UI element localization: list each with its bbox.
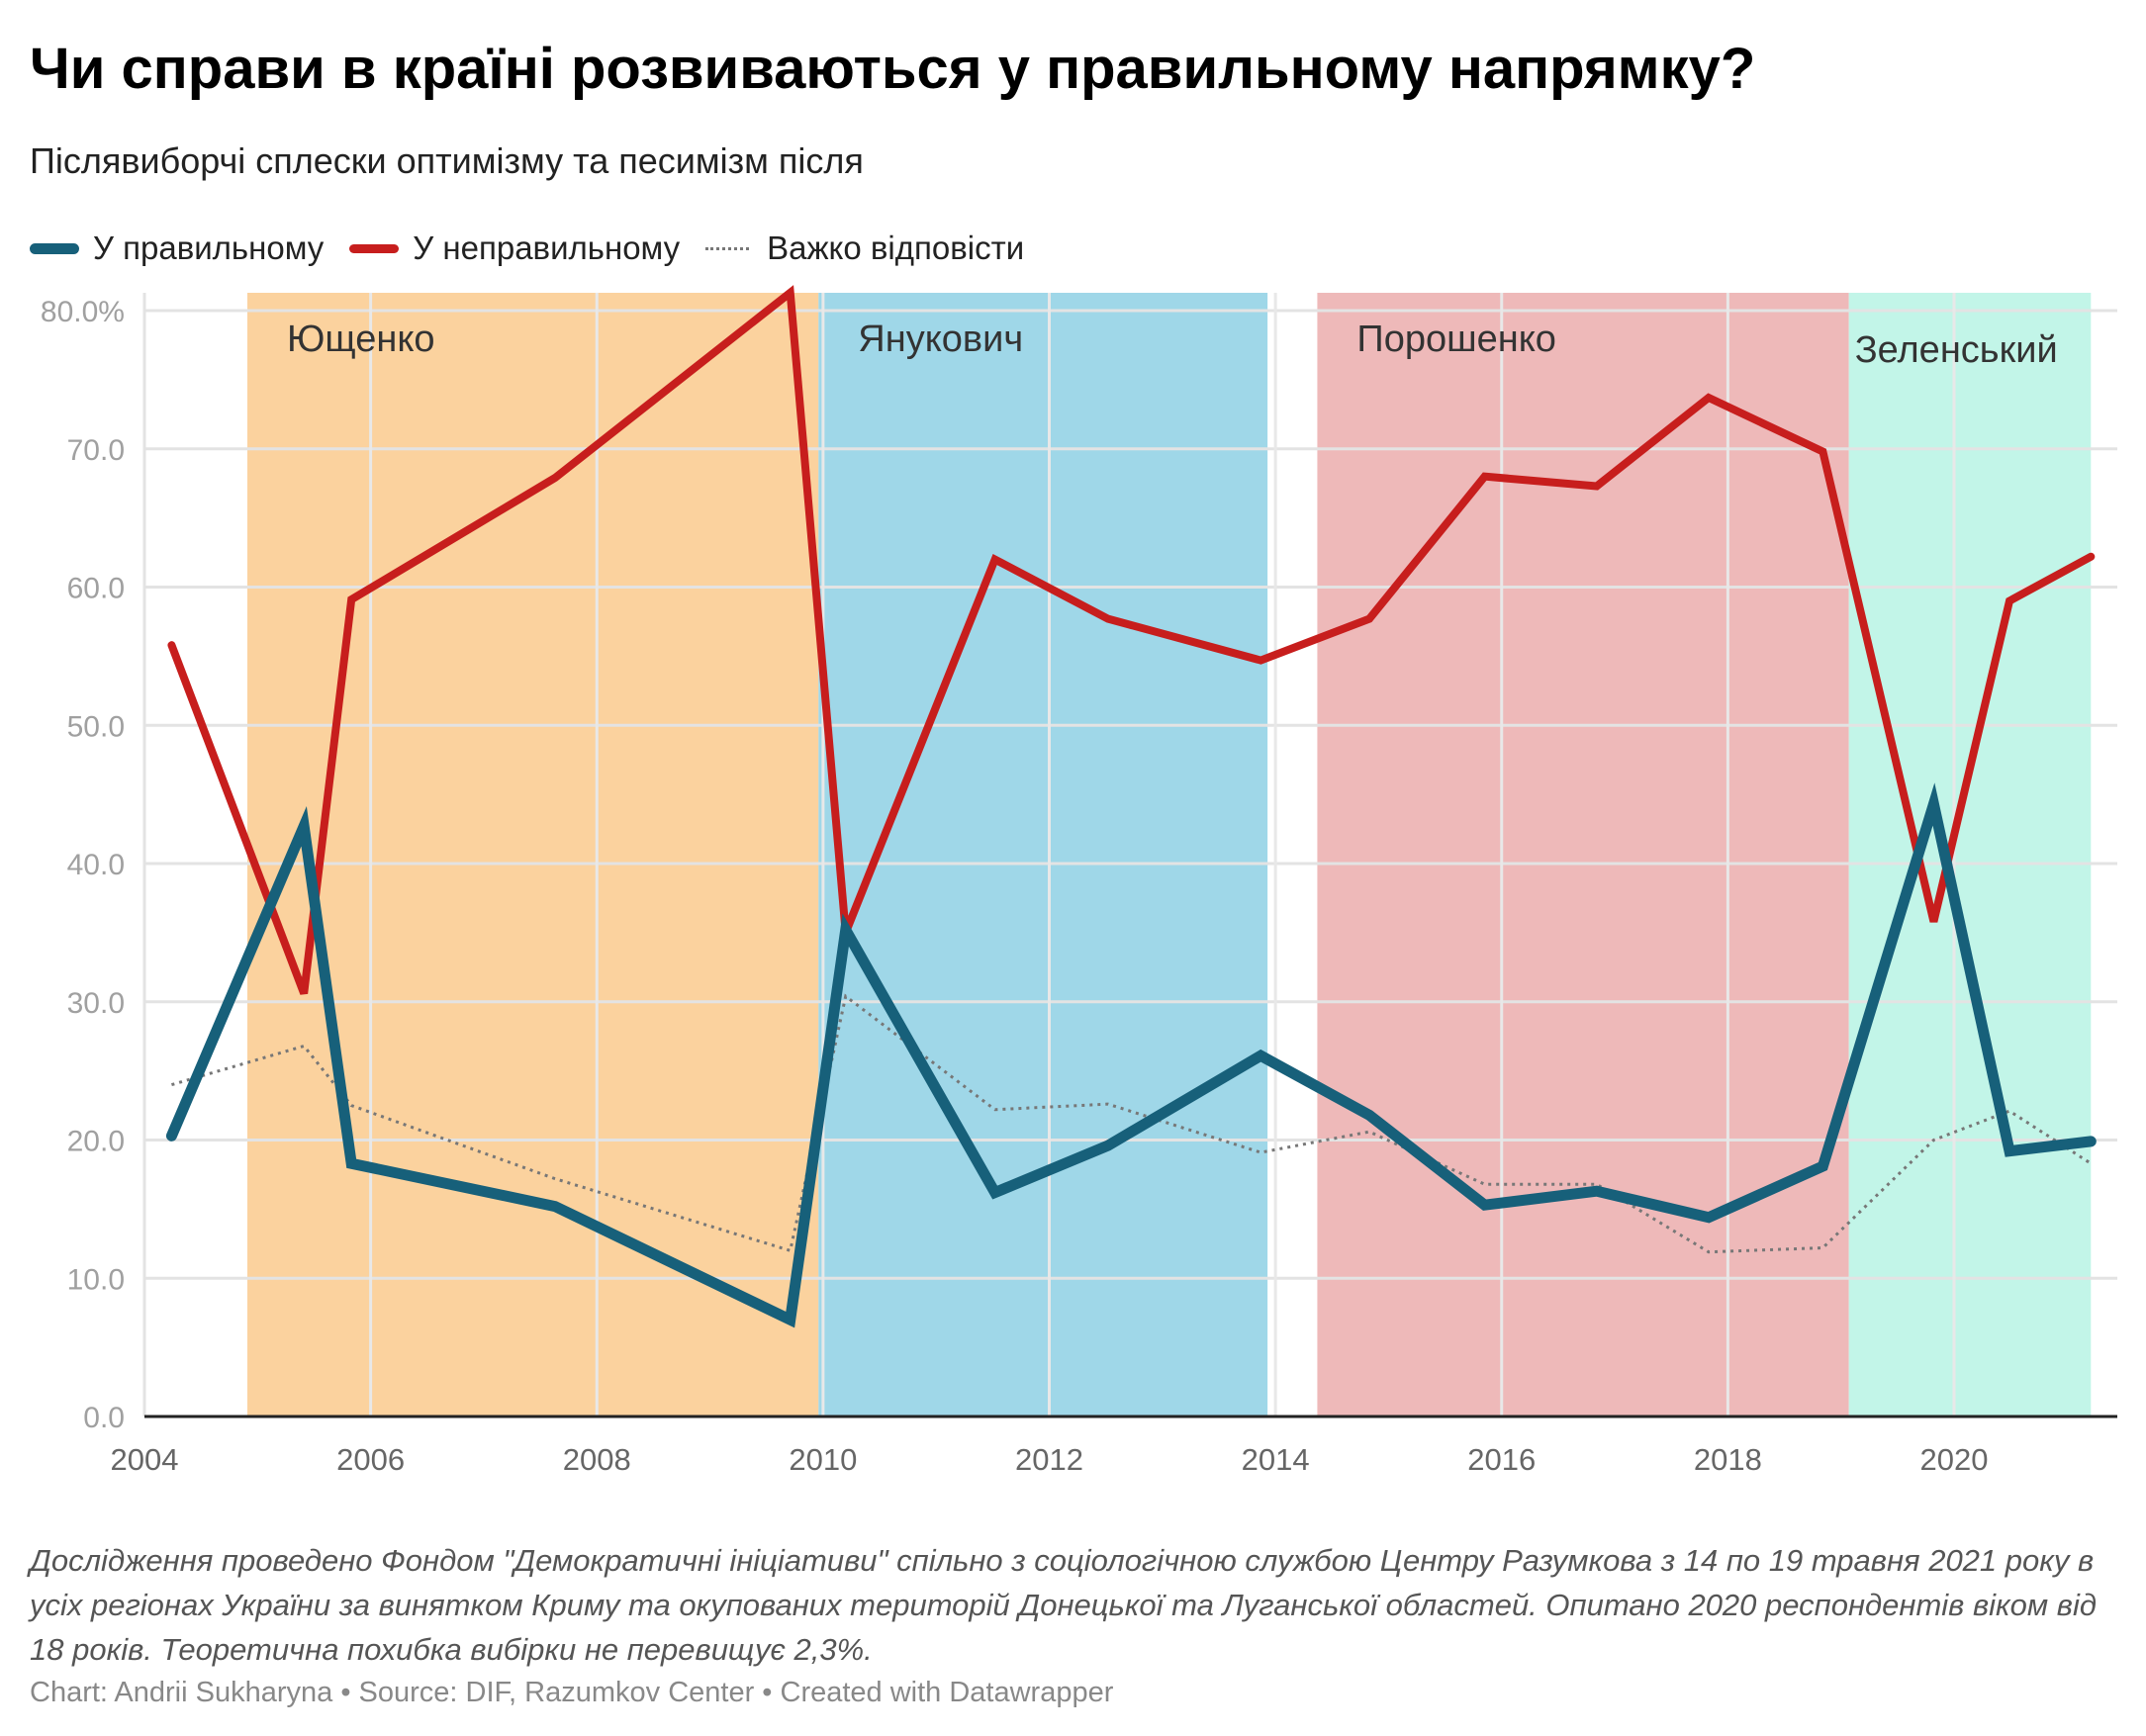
y-tick-label: 80.0% [41,296,125,328]
range-label-2: Порошенко [1356,319,1556,360]
legend-item-right: У правильному [30,229,324,267]
range-band-2 [1317,293,1849,1416]
x-tick-label: 2004 [111,1442,179,1477]
legend-label-wrong: У неправильному [413,229,681,266]
range-band-0 [247,293,819,1416]
president-ranges [247,293,2092,1416]
legend-swatch-hard [705,246,750,250]
president-labels: Ющенко Янукович Порошенко Зеленський [287,319,2058,371]
y-tick-label: 50.0 [67,710,125,743]
x-tick-label: 2014 [1242,1442,1310,1477]
legend-swatch-right [30,242,79,254]
chart-subtitle: Післявиборчі сплески оптимізму та песимі… [30,140,864,181]
y-tick-label: 40.0 [67,849,125,881]
range-label-0: Ющенко [287,319,435,360]
legend-item-wrong: У неправильному [349,229,680,267]
axes: 0.0 10.0 20.0 30.0 40.0 50.0 60.0 70.0 80.0% 2004… [41,293,2117,1477]
legend-item-hard: Важко відповісти [705,229,1024,267]
y-tick-label: 10.0 [67,1263,125,1296]
chart-notes: Дослідження проведено Фондом "Демократич… [30,1543,2097,1667]
x-tick-label: 2008 [563,1442,631,1477]
legend-label-right: У правильному [93,229,325,266]
legend-label-hard: Важко відповісти [767,229,1025,266]
x-tick-label: 2006 [336,1442,405,1477]
legend: У правильному У неправильному Важко відп… [30,229,1050,267]
range-label-3: Зеленський [1855,329,2058,371]
y-tick-label: 0.0 [83,1402,125,1434]
y-tick-label: 20.0 [67,1126,125,1158]
y-tick-label: 30.0 [67,987,125,1020]
x-tick-label: 2020 [1920,1442,1989,1477]
x-tick-label: 2016 [1467,1442,1536,1477]
series-lines [165,285,2097,1328]
x-tick-label: 2012 [1015,1442,1083,1477]
y-tick-label: 60.0 [67,573,125,605]
x-tick-label: 2018 [1694,1442,1762,1477]
range-band-1 [818,293,1268,1416]
line-chart: Ющенко Янукович Порошенко Зеленський 0.0 10.… [41,285,2117,1477]
legend-swatch-wrong [349,243,400,253]
range-label-1: Янукович [858,319,1023,360]
range-band-3 [1848,293,2092,1416]
series-line-2 [171,993,2093,1254]
chart-title: Чи справи в країні розвиваються у правил… [30,37,1756,101]
x-tick-label: 2010 [789,1442,857,1477]
chart-byline: Chart: Andrii Sukharyna • Source: DIF, R… [30,1677,1114,1708]
y-tick-label: 70.0 [67,434,125,467]
